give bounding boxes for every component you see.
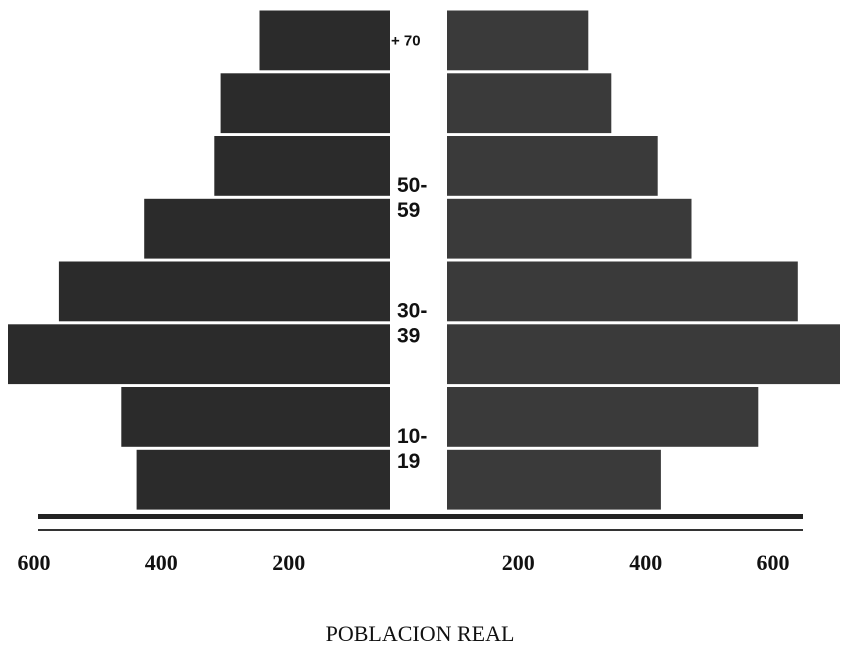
age-label-line: 50- bbox=[397, 174, 427, 197]
bar-left-30-39 bbox=[58, 261, 391, 322]
x-tick-label-right: 200 bbox=[502, 550, 535, 575]
chart-title: POBLACION REAL bbox=[326, 621, 515, 646]
bar-right-10-19 bbox=[447, 387, 759, 447]
x-tick-label-right: 600 bbox=[757, 550, 790, 575]
bar-right-70 bbox=[447, 10, 589, 71]
bar-left-60-69 bbox=[220, 73, 390, 134]
bar-right-20-29 bbox=[447, 324, 840, 385]
left-bars-group bbox=[8, 10, 391, 510]
x-tick-label-right: 400 bbox=[629, 550, 662, 575]
x-tick-labels-group: 600 400 200 200 400 600 bbox=[18, 550, 790, 575]
x-tick-label-left: 600 bbox=[18, 550, 51, 575]
bar-left-20-29 bbox=[8, 324, 390, 385]
bar-left-40-49 bbox=[144, 198, 390, 259]
bar-right-30-39 bbox=[447, 261, 798, 322]
right-bars-group bbox=[447, 10, 840, 510]
axis-baseline-thick bbox=[38, 514, 803, 519]
x-tick-label-left: 200 bbox=[272, 550, 305, 575]
age-label-line: 19 bbox=[397, 450, 420, 473]
x-tick-label-left: 400 bbox=[145, 550, 178, 575]
age-label-line: 30- bbox=[397, 299, 427, 322]
x-axis bbox=[38, 514, 803, 531]
age-label-line: 39 bbox=[397, 324, 420, 347]
bar-right-0-9 bbox=[447, 449, 661, 510]
bar-left-70 bbox=[259, 10, 390, 71]
bar-right-40-49 bbox=[447, 198, 692, 259]
age-label-line: 59 bbox=[397, 199, 420, 222]
bar-left-10-19 bbox=[121, 387, 391, 447]
age-label-line: + 70 bbox=[391, 32, 421, 49]
bar-left-50-59 bbox=[214, 136, 390, 196]
age-labels-group: + 70 50-59 30-39 10-19 bbox=[391, 32, 427, 473]
age-label-line: 10- bbox=[397, 425, 427, 448]
bar-right-60-69 bbox=[447, 73, 612, 134]
bar-right-50-59 bbox=[447, 136, 658, 196]
bar-left-0-9 bbox=[136, 449, 390, 510]
